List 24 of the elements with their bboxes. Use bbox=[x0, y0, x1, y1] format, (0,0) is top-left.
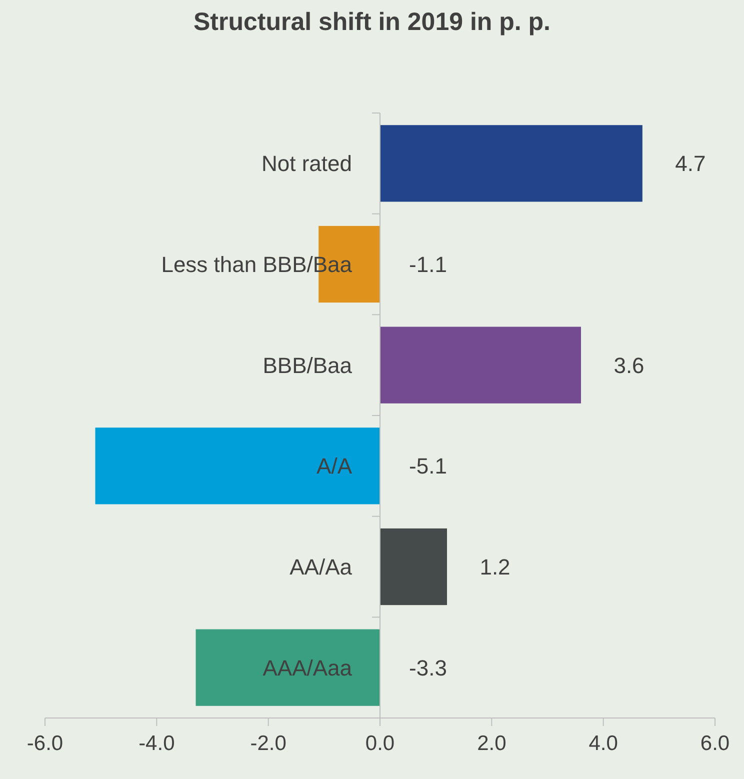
data-label: -5.1 bbox=[409, 454, 447, 479]
bar bbox=[196, 629, 380, 706]
y-tick-label: AAA/Aaa bbox=[262, 655, 353, 680]
chart-title: Structural shift in 2019 in p. p. bbox=[193, 8, 551, 36]
x-tick-label: 0.0 bbox=[365, 732, 395, 755]
y-tick-label: A/A bbox=[316, 454, 352, 479]
x-tick-label: -2.0 bbox=[250, 732, 286, 755]
bar bbox=[380, 528, 447, 606]
data-label: -3.3 bbox=[409, 655, 447, 680]
x-tick-label: 4.0 bbox=[588, 732, 618, 755]
y-tick-label: BBB/Baa bbox=[262, 352, 353, 378]
x-tick-label: -6.0 bbox=[26, 732, 64, 755]
data-label: -1.1 bbox=[409, 252, 447, 277]
data-label: 3.6 bbox=[614, 352, 644, 378]
bar bbox=[380, 326, 581, 404]
x-tick-label: 6.0 bbox=[700, 732, 730, 755]
bar bbox=[95, 428, 380, 504]
y-tick-label: Not rated bbox=[262, 151, 352, 176]
x-tick-label: 2.0 bbox=[477, 732, 506, 755]
bar bbox=[380, 125, 642, 202]
y-tick-label: AA/Aa bbox=[290, 554, 353, 580]
x-tick-label: -4.0 bbox=[138, 732, 175, 755]
data-label: 1.2 bbox=[480, 554, 510, 580]
data-label: 4.7 bbox=[675, 151, 706, 176]
